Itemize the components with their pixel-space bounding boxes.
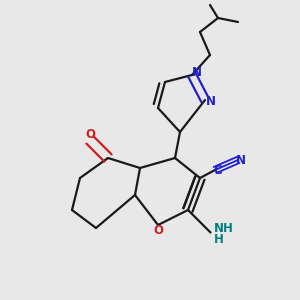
Text: N: N xyxy=(191,66,202,79)
Text: O: O xyxy=(85,128,95,140)
Text: C: C xyxy=(213,164,222,176)
Text: N: N xyxy=(206,95,215,108)
Text: N: N xyxy=(236,154,245,166)
Text: O: O xyxy=(153,224,163,237)
Text: NH: NH xyxy=(214,222,233,236)
Text: H: H xyxy=(214,232,224,246)
